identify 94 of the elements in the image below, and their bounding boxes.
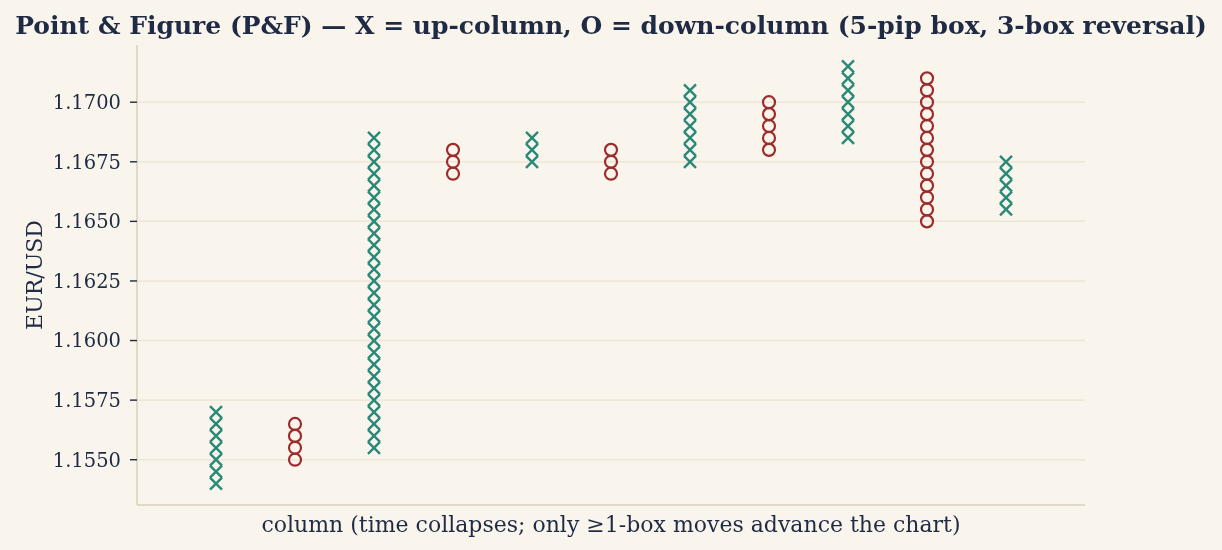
point bbox=[208, 428, 224, 444]
point bbox=[524, 142, 540, 158]
point bbox=[919, 107, 935, 122]
y-tick-label: 1.1575 bbox=[52, 388, 121, 412]
point bbox=[919, 214, 935, 229]
point bbox=[366, 392, 382, 408]
point bbox=[366, 238, 382, 253]
point bbox=[366, 297, 382, 312]
point bbox=[287, 452, 303, 467]
point bbox=[366, 166, 382, 181]
point bbox=[840, 83, 856, 98]
point bbox=[287, 440, 303, 455]
point bbox=[919, 202, 935, 217]
point bbox=[919, 95, 935, 110]
point bbox=[840, 59, 856, 74]
chart-title: Point & Figure (P&F) — X = up-column, O = down-column (5-pip box, 3-box reversal) bbox=[15, 11, 1207, 40]
point bbox=[366, 369, 382, 384]
point bbox=[366, 142, 382, 158]
point bbox=[366, 321, 382, 336]
point bbox=[445, 166, 461, 181]
point bbox=[919, 166, 935, 181]
point bbox=[919, 83, 935, 98]
point bbox=[998, 190, 1014, 205]
point bbox=[919, 118, 935, 134]
point bbox=[366, 226, 382, 241]
point bbox=[366, 261, 382, 277]
y-tick-label: 1.1700 bbox=[52, 91, 121, 115]
point bbox=[919, 130, 935, 146]
point bbox=[998, 154, 1014, 169]
point bbox=[603, 154, 619, 169]
point bbox=[998, 166, 1014, 181]
point bbox=[366, 345, 382, 360]
point bbox=[366, 428, 382, 444]
point bbox=[445, 142, 461, 157]
point bbox=[366, 178, 382, 193]
point bbox=[761, 107, 777, 122]
point bbox=[919, 190, 935, 205]
point bbox=[366, 249, 382, 265]
point bbox=[366, 154, 382, 169]
point bbox=[366, 190, 382, 205]
point bbox=[840, 118, 856, 134]
y-tick-label: 1.1625 bbox=[52, 269, 121, 293]
point bbox=[366, 309, 382, 324]
point bbox=[208, 416, 224, 432]
point bbox=[919, 178, 935, 193]
y-tick-label: 1.1675 bbox=[52, 150, 121, 174]
point bbox=[524, 154, 540, 169]
point bbox=[208, 440, 224, 455]
point bbox=[366, 202, 382, 217]
point bbox=[919, 71, 935, 86]
point bbox=[761, 118, 777, 134]
y-axis-title: EUR/USD bbox=[22, 220, 47, 330]
point bbox=[366, 416, 382, 432]
point bbox=[366, 404, 382, 420]
point bbox=[287, 428, 303, 443]
point bbox=[524, 130, 540, 146]
point bbox=[366, 273, 382, 289]
point bbox=[682, 118, 698, 134]
point bbox=[366, 440, 382, 455]
point bbox=[603, 166, 619, 181]
point bbox=[682, 95, 698, 110]
point bbox=[682, 130, 698, 146]
point bbox=[445, 154, 461, 169]
point bbox=[366, 333, 382, 348]
point bbox=[208, 452, 224, 467]
point bbox=[682, 154, 698, 169]
x-axis-title: column (time collapses; only ≥1-box moves advance the chart) bbox=[261, 512, 961, 537]
point bbox=[840, 106, 856, 122]
y-tick-label: 1.1600 bbox=[52, 329, 121, 353]
point bbox=[366, 381, 382, 396]
point bbox=[761, 142, 777, 157]
point bbox=[208, 476, 224, 491]
y-tick-label: 1.1550 bbox=[52, 448, 121, 472]
point bbox=[682, 142, 698, 158]
point bbox=[682, 83, 698, 98]
point bbox=[840, 130, 856, 146]
point bbox=[998, 178, 1014, 193]
point bbox=[366, 130, 382, 146]
point bbox=[287, 416, 303, 432]
point bbox=[366, 357, 382, 372]
point bbox=[919, 142, 935, 157]
point bbox=[840, 71, 856, 86]
point bbox=[761, 130, 777, 146]
point bbox=[366, 285, 382, 301]
point bbox=[761, 95, 777, 110]
point bbox=[998, 202, 1014, 217]
point bbox=[366, 214, 382, 229]
point bbox=[208, 404, 224, 420]
point bbox=[208, 464, 224, 479]
point bbox=[603, 142, 619, 157]
point bbox=[840, 95, 856, 110]
point bbox=[919, 154, 935, 169]
point bbox=[682, 106, 698, 122]
y-tick-label: 1.1650 bbox=[52, 210, 121, 234]
